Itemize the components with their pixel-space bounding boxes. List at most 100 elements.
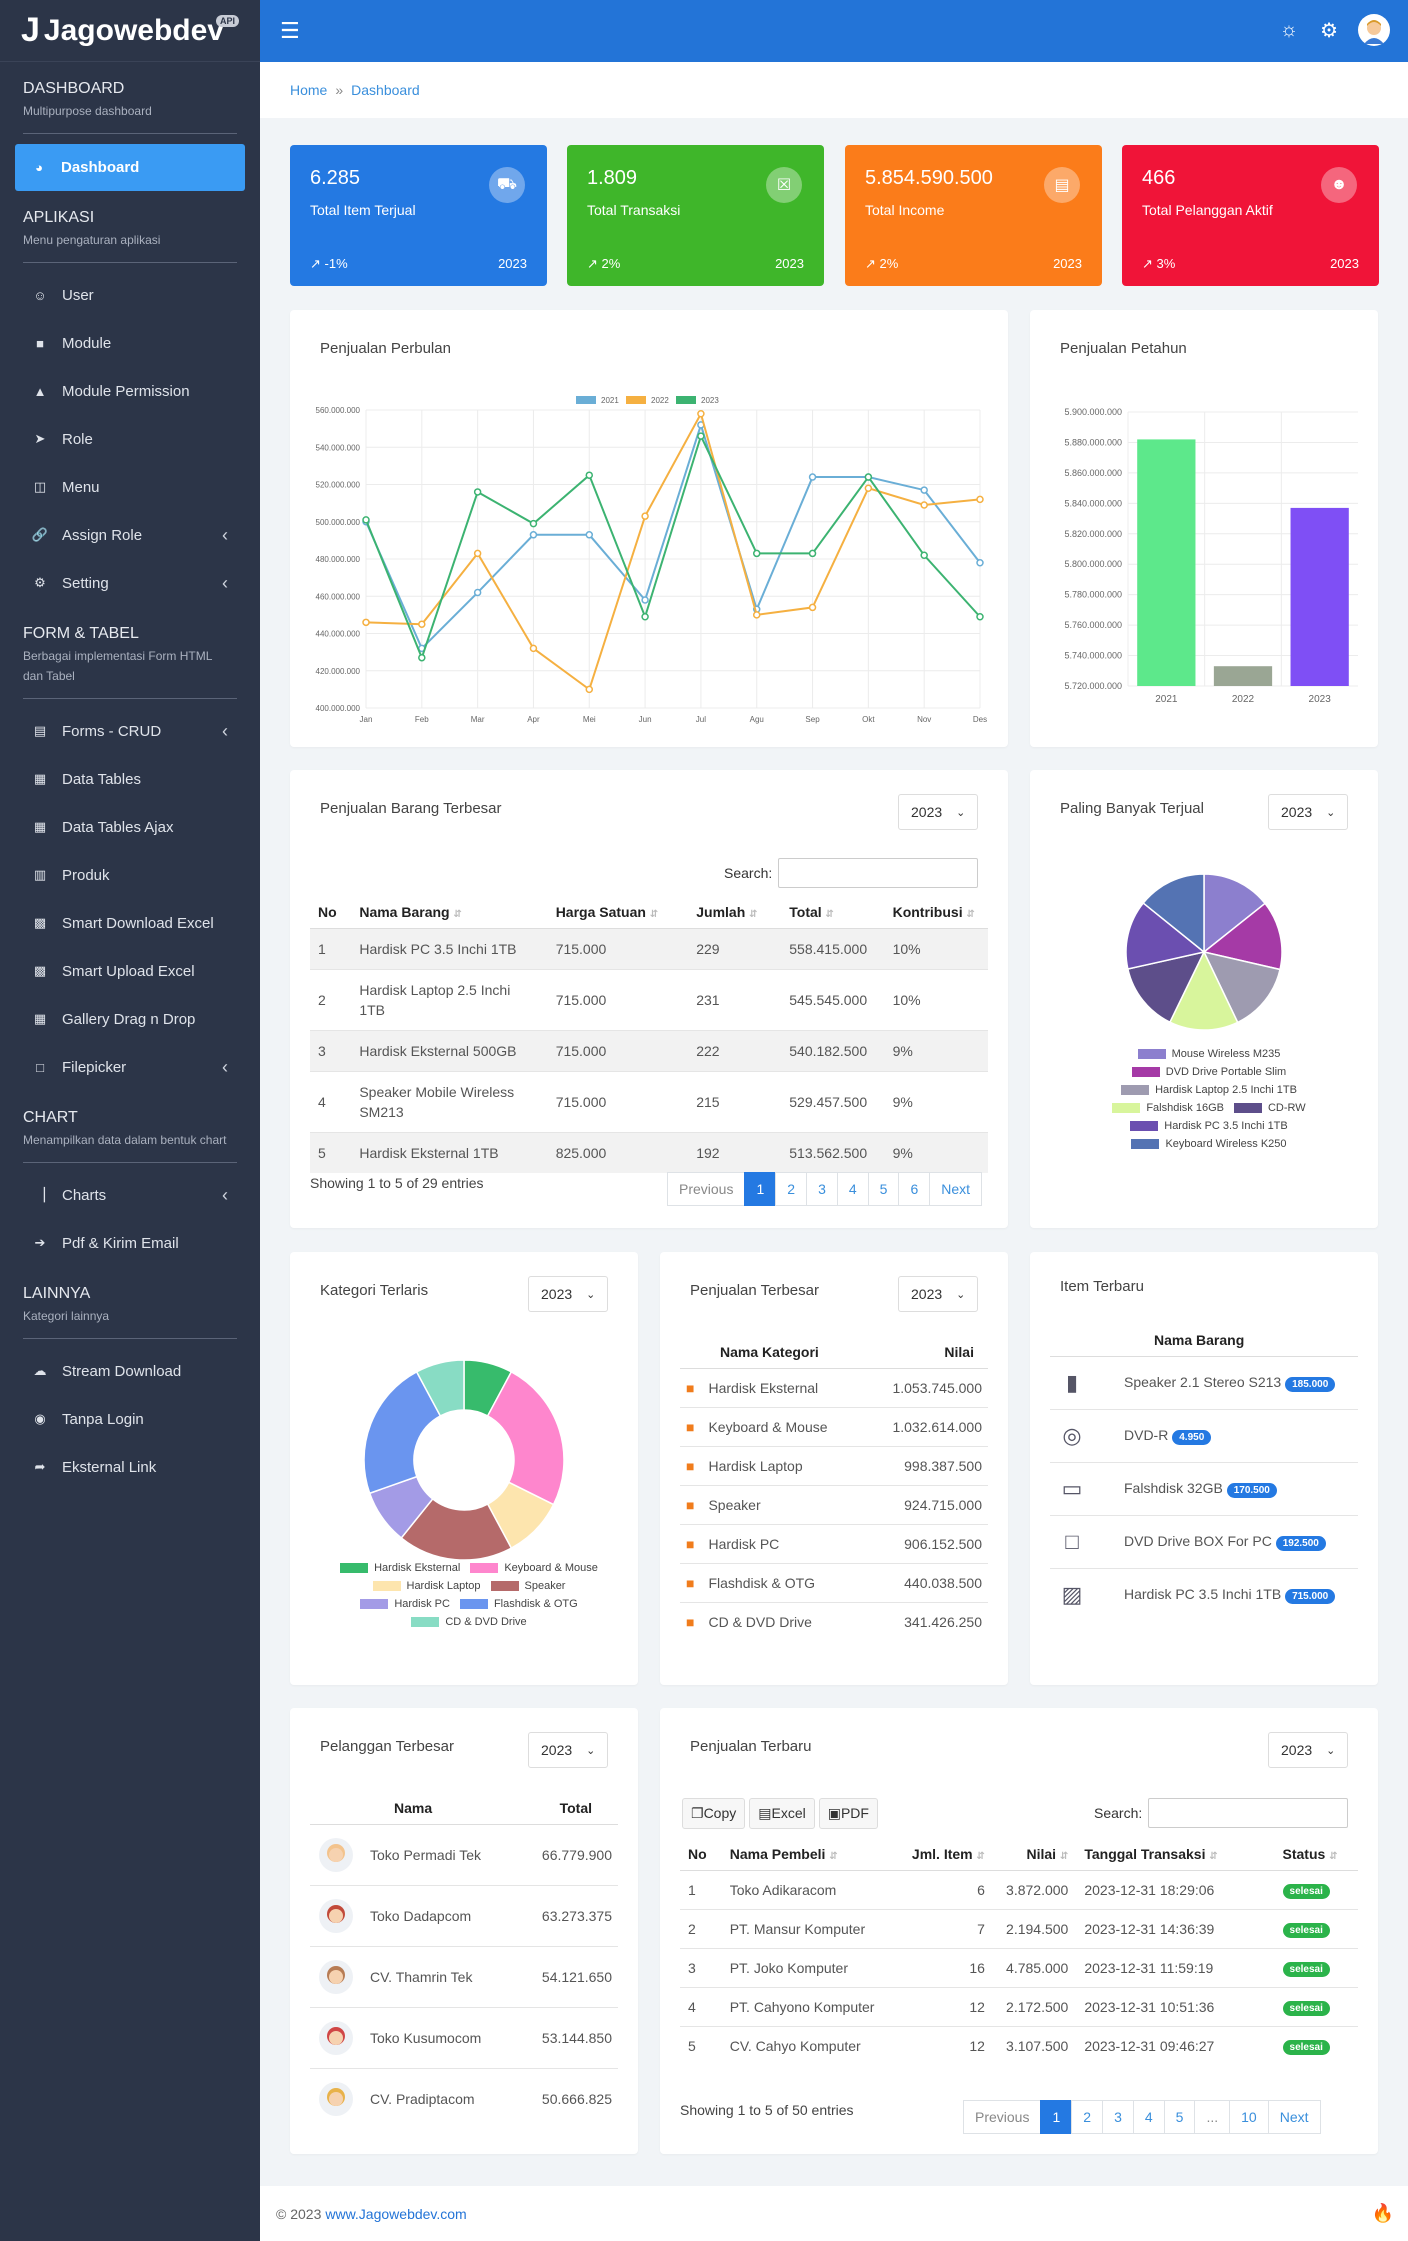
- data-point[interactable]: [418, 653, 426, 662]
- pie-slice[interactable]: [486, 1370, 565, 1506]
- search-input[interactable]: [778, 858, 979, 888]
- pie-slice[interactable]: [363, 1370, 442, 1495]
- gear-icon[interactable]: ⚙: [1320, 19, 1338, 42]
- data-point[interactable]: [752, 611, 761, 619]
- page-button[interactable]: 5: [1163, 2100, 1196, 2134]
- sidebar-item-data-tables[interactable]: ▦ Data Tables: [0, 755, 260, 803]
- data-point[interactable]: [418, 620, 426, 628]
- page-button[interactable]: 4: [1132, 2100, 1165, 2134]
- list-item[interactable]: □ DVD Drive BOX For PC 192.500: [1050, 1515, 1358, 1569]
- table-row[interactable]: 4 Speaker Mobile Wireless SM213 715.000 215…: [310, 1071, 988, 1133]
- data-point[interactable]: [808, 549, 817, 558]
- data-point[interactable]: [362, 618, 370, 627]
- pie-slice[interactable]: [1202, 902, 1283, 971]
- page-button[interactable]: 2: [1071, 2100, 1104, 2134]
- table-row[interactable]: 3 PT. Joko Komputer 16 4.785.000 2023-12-31 …: [680, 1948, 1358, 1988]
- year-select[interactable]: 2023 ⌄: [1268, 794, 1349, 830]
- sidebar-item-tanpa-login[interactable]: ◉ Tanpa Login: [0, 1395, 260, 1443]
- column-header[interactable]: Harga Satuan ⇵: [548, 896, 689, 929]
- column-header[interactable]: Total ⇵: [781, 896, 884, 929]
- breadcrumb-home[interactable]: Home: [290, 82, 328, 98]
- table-row[interactable]: CV. Pradiptacom 50.666.825: [310, 2068, 618, 2130]
- column-header[interactable]: Nilai ⇵: [993, 1838, 1076, 1871]
- sidebar-item-pdf-kirim-email[interactable]: ➔ Pdf & Kirim Email: [0, 1219, 260, 1267]
- user-avatar[interactable]: [1358, 14, 1390, 46]
- pie-slice[interactable]: [1126, 950, 1206, 1024]
- column-header[interactable]: Jml. Item ⇵: [899, 1838, 993, 1871]
- pie-slice[interactable]: [1125, 901, 1206, 970]
- table-row[interactable]: ■ CD & DVD Drive 341.426.250: [680, 1602, 988, 1642]
- bar[interactable]: [1213, 666, 1273, 686]
- search-input[interactable]: [1148, 1798, 1349, 1828]
- table-row[interactable]: ■ Keyboard & Mouse 1.032.614.000: [680, 1407, 988, 1447]
- table-row[interactable]: Toko Kusumocom 53.144.850: [310, 2007, 618, 2069]
- sidebar-item-gallery-drag-n-drop[interactable]: ▦ Gallery Drag n Drop: [0, 995, 260, 1043]
- theme-toggle-icon[interactable]: ☼: [1279, 18, 1299, 41]
- page-button[interactable]: 3: [806, 1172, 838, 1206]
- pie-slice[interactable]: [400, 1497, 513, 1561]
- data-point[interactable]: [976, 558, 984, 567]
- data-point[interactable]: [585, 471, 594, 479]
- pie-slice[interactable]: [1203, 873, 1267, 954]
- data-point[interactable]: [529, 531, 538, 539]
- data-point[interactable]: [697, 432, 705, 440]
- footer-link[interactable]: www.Jagowebdev.com: [325, 2205, 467, 2222]
- sidebar-item-user[interactable]: ☺ User: [0, 271, 260, 319]
- table-row[interactable]: 3 Hardisk Eksternal 500GB 715.000 222 540.18…: [310, 1030, 988, 1072]
- column-header[interactable]: Jumlah ⇵: [688, 896, 781, 929]
- hamburger-menu-icon[interactable]: ☰: [280, 18, 300, 43]
- table-row[interactable]: ■ Hardisk Laptop 998.387.500: [680, 1446, 988, 1486]
- table-row[interactable]: ■ Flashdisk & OTG 440.038.500: [680, 1563, 988, 1603]
- data-point[interactable]: [641, 612, 649, 621]
- sidebar-item-data-tables-ajax[interactable]: ▦ Data Tables Ajax: [0, 803, 260, 851]
- column-header[interactable]: No: [310, 896, 351, 929]
- pie-slice[interactable]: [1202, 950, 1281, 1024]
- data-point[interactable]: [976, 612, 984, 621]
- table-row[interactable]: 5 Hardisk Eksternal 1TB 825.000 192 513.562.…: [310, 1132, 988, 1173]
- data-point[interactable]: [641, 512, 649, 520]
- pie-slice[interactable]: [1142, 873, 1205, 954]
- data-point[interactable]: [920, 501, 928, 509]
- list-item[interactable]: ▭ Falshdisk 32GB 170.500: [1050, 1462, 1358, 1516]
- year-select[interactable]: 2023 ⌄: [898, 794, 979, 830]
- page-button[interactable]: 2: [775, 1172, 808, 1206]
- page-button[interactable]: Next: [929, 1172, 983, 1206]
- data-point[interactable]: [808, 603, 817, 612]
- table-row[interactable]: 4 PT. Cahyono Komputer 12 2.172.500 2023-12-…: [680, 1987, 1358, 2027]
- page-button[interactable]: 3: [1102, 2100, 1134, 2134]
- sidebar-item-stream-download[interactable]: ☁ Stream Download: [0, 1347, 260, 1395]
- table-row[interactable]: 2 PT. Mansur Komputer 7 2.194.500 2023-12-31…: [680, 1909, 1358, 1949]
- page-button[interactable]: Previous: [963, 2100, 1042, 2134]
- data-point[interactable]: [473, 549, 482, 558]
- bar[interactable]: [1137, 439, 1196, 686]
- sidebar-item-menu[interactable]: ◫ Menu: [0, 463, 260, 511]
- page-button[interactable]: ...: [1194, 2100, 1231, 2134]
- sidebar-item-setting[interactable]: ⚙ Setting ‹: [0, 559, 260, 607]
- sidebar-item-assign-role[interactable]: 🔗 Assign Role ‹: [0, 511, 260, 559]
- column-header[interactable]: Nama Barang ⇵: [351, 896, 547, 929]
- sidebar-item-produk[interactable]: ▥ Produk: [0, 851, 260, 899]
- list-item[interactable]: ▮ Speaker 2.1 Stereo S213 185.000: [1050, 1356, 1358, 1410]
- sidebar-item-module-permission[interactable]: ▲ Module Permission: [0, 367, 260, 415]
- year-select[interactable]: 2023 ⌄: [1268, 1732, 1349, 1768]
- data-point[interactable]: [752, 549, 761, 558]
- sidebar-item-module[interactable]: ■ Module: [0, 319, 260, 367]
- data-point[interactable]: [473, 588, 482, 597]
- sidebar-item-eksternal-link[interactable]: ➦ Eksternal Link: [0, 1443, 260, 1491]
- sidebar-item-smart-download-excel[interactable]: ▩ Smart Download Excel: [0, 899, 260, 947]
- table-row[interactable]: Toko Permadi Tek 66.779.900: [310, 1824, 618, 1886]
- excel-button[interactable]: ▤Excel: [749, 1798, 815, 1829]
- page-button[interactable]: 1: [744, 1172, 777, 1206]
- data-point[interactable]: [641, 596, 649, 604]
- table-row[interactable]: ■ Speaker 924.715.000: [680, 1485, 988, 1525]
- sidebar-item-charts[interactable]: ▕ Charts ‹: [0, 1171, 260, 1219]
- page-button[interactable]: Previous: [667, 1172, 746, 1206]
- year-select[interactable]: 2023 ⌄: [898, 1276, 979, 1312]
- sidebar-item-role[interactable]: ➤ Role: [0, 415, 260, 463]
- data-point[interactable]: [585, 531, 594, 539]
- data-point[interactable]: [585, 685, 594, 694]
- table-row[interactable]: 1 Hardisk PC 3.5 Inchi 1TB 715.000 229 558.4…: [310, 928, 988, 970]
- data-point[interactable]: [864, 473, 873, 481]
- list-item[interactable]: ◎ DVD-R 4.950: [1050, 1409, 1358, 1463]
- table-row[interactable]: 2 Hardisk Laptop 2.5 Inchi 1TB 715.000 231 5…: [310, 969, 988, 1031]
